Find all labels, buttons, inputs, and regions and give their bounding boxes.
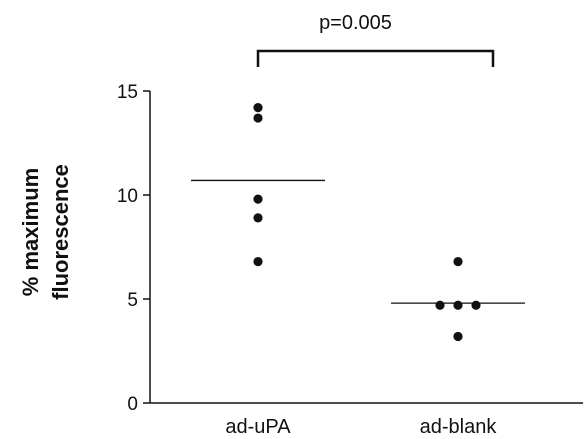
y-axis-title: % maximum fluorescence [18, 164, 73, 300]
data-point [471, 300, 481, 310]
significance-annotation: p=0.005 [256, 12, 495, 67]
data-point [453, 300, 463, 310]
data-point [453, 256, 463, 267]
y-axis-title-line-2: fluorescence [48, 164, 73, 300]
y-tick-label: 0 [127, 394, 138, 415]
x-category-label: ad-blank [420, 416, 498, 438]
y-axis-title-line-1: % maximum [18, 168, 43, 296]
y-tick-label: 10 [117, 186, 138, 207]
data-point [453, 331, 463, 342]
x-axis: ad-uPA ad-blank [150, 402, 583, 438]
data-point [253, 213, 263, 223]
x-category-label: ad-uPA [225, 416, 291, 438]
data-point [253, 194, 263, 204]
significance-bracket [256, 49, 495, 67]
y-tick-label: 5 [127, 290, 138, 311]
data-point [253, 113, 263, 123]
data-point [435, 300, 445, 310]
y-tick-label: 15 [117, 82, 138, 103]
p-value-label: p=0.005 [319, 12, 392, 34]
data-point [253, 256, 263, 267]
data-marks [191, 103, 525, 342]
y-axis: 0 5 10 15 [117, 82, 151, 415]
data-point [253, 103, 263, 113]
